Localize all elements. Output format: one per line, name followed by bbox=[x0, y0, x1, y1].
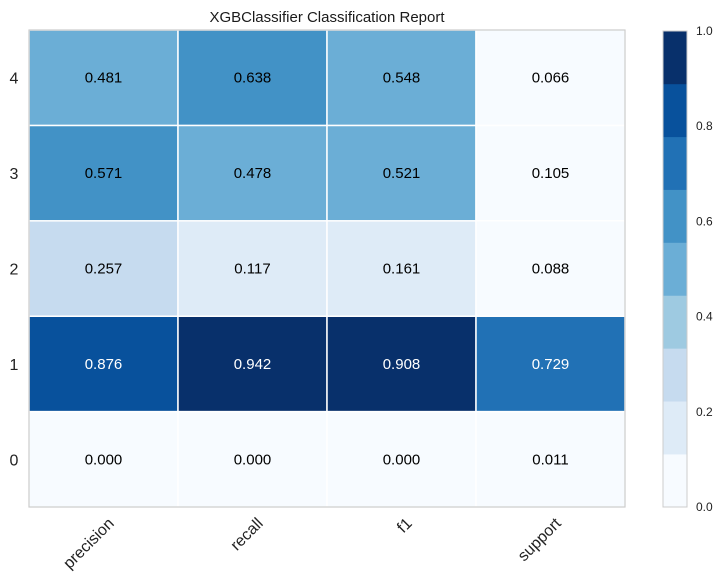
x-axis-tick-labels: precision recall f1 support bbox=[60, 515, 565, 573]
colorbar-tick-label: 0.4 bbox=[696, 310, 713, 324]
heatmap-cell-0-precision bbox=[28, 410, 179, 508]
heatmap-cell-2-support bbox=[475, 220, 626, 317]
heatmap-cell-4-f1 bbox=[326, 29, 477, 127]
heatmap-cell-4-support bbox=[475, 29, 626, 127]
cell-value-label: 0.257 bbox=[85, 261, 123, 278]
colorbar-bin bbox=[663, 136, 687, 190]
colorbar-tick-label: 0.6 bbox=[696, 214, 713, 228]
heatmap-cell-1-recall bbox=[177, 315, 328, 413]
heatmap-cell-3-support bbox=[475, 124, 626, 222]
y-tick-label: 1 bbox=[10, 357, 19, 374]
y-tick-label: 3 bbox=[10, 166, 19, 183]
y-tick-label: 4 bbox=[10, 71, 19, 88]
cell-value-label: 0.481 bbox=[85, 70, 123, 87]
chart-title: XGBClassifier Classification Report bbox=[209, 9, 445, 26]
colorbar-frame bbox=[662, 30, 688, 508]
heatmap-cell-0-support bbox=[475, 410, 626, 508]
colorbar-bin bbox=[663, 454, 687, 508]
cell-value-label: 0.942 bbox=[234, 356, 272, 373]
colorbar-tick-label: 0.2 bbox=[696, 405, 713, 419]
heatmap-cell-2-recall bbox=[177, 220, 328, 317]
colorbar-bin bbox=[663, 348, 687, 402]
cell-value-label: 0.000 bbox=[234, 451, 272, 468]
heatmap-cells bbox=[28, 29, 626, 508]
heatmap-cell-1-support bbox=[475, 315, 626, 413]
x-tick-label: support bbox=[515, 515, 565, 565]
x-tick-label: precision bbox=[60, 515, 117, 572]
colorbar-bin bbox=[663, 31, 687, 85]
heatmap-cell-0-recall bbox=[177, 410, 328, 508]
cell-value-label: 0.117 bbox=[234, 261, 270, 278]
y-axis-tick-labels: 0 1 2 3 4 bbox=[10, 71, 19, 470]
cell-value-label: 0.088 bbox=[532, 261, 570, 278]
cell-value-label: 0.011 bbox=[532, 451, 568, 468]
heatmap-cell-1-precision bbox=[28, 315, 179, 413]
colorbar-bin bbox=[663, 401, 687, 455]
cell-value-label: 0.548 bbox=[383, 70, 421, 87]
colorbar-tick-label: 1.0 bbox=[696, 24, 713, 38]
cell-value-label: 0.105 bbox=[532, 165, 570, 182]
heatmap-cell-4-recall bbox=[177, 29, 328, 127]
heatmap-cell-3-precision bbox=[28, 124, 179, 222]
x-tick-label: recall bbox=[228, 515, 267, 554]
cell-value-label: 0.638 bbox=[234, 70, 272, 87]
colorbar-bin bbox=[663, 189, 687, 243]
cell-value-label: 0.571 bbox=[85, 165, 123, 182]
heatmap-value-labels: 0.000 0.000 0.000 0.011 0.876 0.942 0.908 0.729… bbox=[85, 70, 570, 469]
colorbar: 0.0 0.2 0.4 0.6 0.8 1.0 bbox=[662, 24, 713, 514]
cell-value-label: 0.066 bbox=[532, 70, 570, 87]
cell-value-label: 0.521 bbox=[383, 165, 421, 182]
colorbar-bin bbox=[663, 83, 687, 138]
cell-value-label: 0.000 bbox=[383, 451, 421, 468]
colorbar-tick-label: 0.8 bbox=[696, 119, 713, 133]
x-tick-label: f1 bbox=[394, 515, 416, 537]
y-tick-label: 0 bbox=[10, 452, 19, 469]
cell-value-label: 0.876 bbox=[85, 356, 123, 373]
cell-value-label: 0.478 bbox=[234, 165, 272, 182]
heatmap-cell-1-f1 bbox=[326, 315, 477, 413]
colorbar-bin bbox=[663, 242, 687, 296]
cell-value-label: 0.908 bbox=[383, 356, 421, 373]
colorbar-tick-label: 0.0 bbox=[696, 500, 713, 514]
plot-frame bbox=[28, 29, 626, 508]
cell-value-label: 0.000 bbox=[85, 451, 123, 468]
y-tick-label: 2 bbox=[10, 262, 19, 279]
cell-value-label: 0.161 bbox=[383, 261, 421, 278]
cell-value-label: 0.729 bbox=[532, 356, 570, 373]
colorbar-bin bbox=[663, 295, 687, 349]
